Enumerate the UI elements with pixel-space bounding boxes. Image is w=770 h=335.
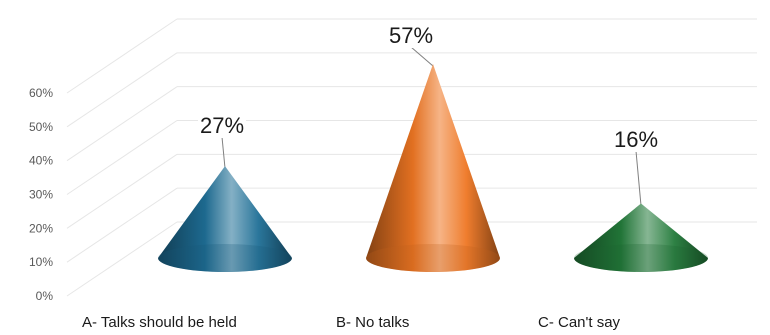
category-label: A- Talks should be held	[82, 314, 237, 331]
leader-line	[635, 150, 642, 206]
data-label: 16%	[614, 127, 658, 152]
y-tick-label: 60%	[29, 86, 53, 100]
gridline-side	[66, 221, 178, 297]
category-labels: A- Talks should be held B- No talks C- Can…	[82, 314, 621, 331]
category-label: B- No talks	[336, 314, 409, 331]
gridlines	[66, 18, 757, 297]
data-label-backing	[611, 127, 661, 152]
cone-base	[158, 244, 292, 272]
gridline-side	[66, 153, 178, 229]
cone-base	[366, 244, 500, 272]
y-tick-label: 10%	[29, 255, 53, 269]
gridline-side	[66, 86, 178, 162]
y-tick-label: 50%	[29, 120, 53, 134]
cone-0	[158, 166, 292, 272]
y-tick-label: 30%	[29, 188, 53, 202]
cones	[158, 64, 708, 272]
gridline-side	[66, 52, 178, 128]
y-tick-label: 40%	[29, 154, 53, 168]
leader-lines	[221, 46, 642, 206]
cone-1	[366, 64, 500, 272]
cone-body	[158, 166, 292, 272]
leader-line	[221, 136, 226, 169]
y-tick-label: 0%	[36, 289, 54, 303]
cone-body	[574, 203, 708, 272]
gridline-side	[66, 187, 178, 263]
y-axis-ticks: 0% 10% 20% 30% 40% 50% 60%	[29, 86, 53, 303]
cone-body	[366, 64, 500, 272]
y-tick-label: 20%	[29, 221, 53, 235]
gridline-side	[66, 120, 178, 195]
data-labels: 27% 57% 16%	[197, 23, 661, 152]
cone-base	[574, 244, 708, 272]
gridline-side	[66, 18, 178, 94]
data-label-backing	[197, 113, 247, 138]
data-label-backing	[386, 23, 436, 48]
data-label: 57%	[389, 23, 433, 48]
leader-line	[410, 46, 434, 67]
data-label: 27%	[200, 113, 244, 138]
cone-2	[574, 203, 708, 272]
category-label: C- Can't say	[538, 314, 621, 331]
